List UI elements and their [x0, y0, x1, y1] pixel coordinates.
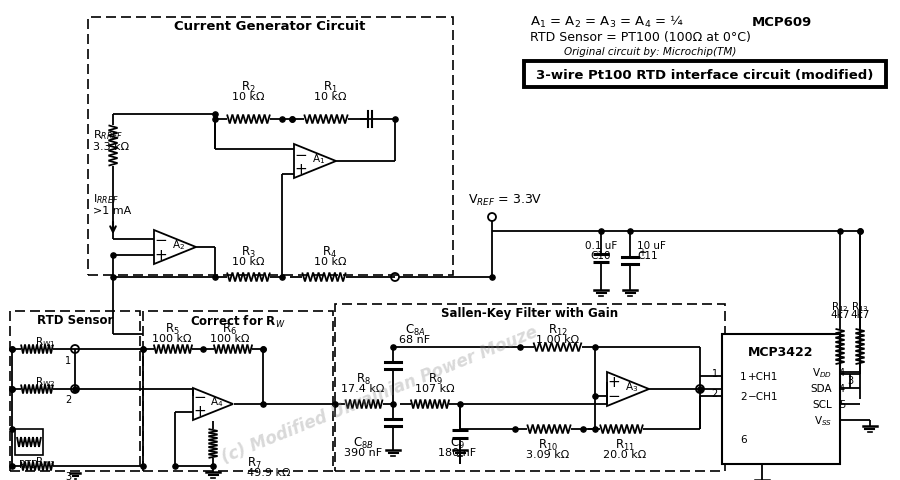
- Text: 17.4 kΩ: 17.4 kΩ: [341, 383, 384, 393]
- Text: +: +: [638, 248, 646, 257]
- Text: 180 nF: 180 nF: [438, 447, 476, 457]
- Text: 4: 4: [839, 383, 845, 393]
- Bar: [143, 312, 333, 471]
- Bar: [88, 18, 453, 276]
- Text: R$_{W2}$: R$_{W2}$: [35, 374, 55, 388]
- Text: RTD: RTD: [19, 459, 39, 469]
- Text: C$_9$: C$_9$: [449, 435, 464, 450]
- Text: A$_1$ = A$_2$ = A$_3$ = A$_4$ = ¼: A$_1$ = A$_2$ = A$_3$ = A$_4$ = ¼: [530, 14, 685, 30]
- Text: 3: 3: [65, 471, 71, 480]
- Text: +: +: [294, 161, 308, 176]
- Text: SDA: SDA: [810, 383, 832, 393]
- Text: −: −: [294, 147, 308, 162]
- Text: 1.00 kΩ: 1.00 kΩ: [536, 334, 580, 344]
- Text: 6: 6: [740, 434, 747, 444]
- Text: 68 nF: 68 nF: [400, 334, 430, 344]
- Text: R$_{10}$: R$_{10}$: [538, 437, 558, 452]
- Text: 10 kΩ: 10 kΩ: [232, 92, 265, 102]
- Text: R$_2$: R$_2$: [240, 80, 256, 95]
- Text: SCL: SCL: [812, 399, 832, 409]
- Text: C10: C10: [590, 251, 611, 261]
- Text: R$_3$: R$_3$: [240, 244, 256, 260]
- Text: V$_{DD}$: V$_{DD}$: [812, 365, 832, 379]
- Text: Correct for R$_W$: Correct for R$_W$: [190, 313, 286, 329]
- Text: R$_{W1}$: R$_{W1}$: [35, 334, 56, 348]
- Text: 20.0 kΩ: 20.0 kΩ: [603, 449, 646, 459]
- Text: 100 kΩ: 100 kΩ: [152, 333, 192, 343]
- Text: C$_{8A}$: C$_{8A}$: [405, 323, 426, 337]
- Text: A$_3$: A$_3$: [626, 379, 639, 393]
- Text: 2: 2: [712, 388, 718, 398]
- Text: R$_7$: R$_7$: [247, 455, 262, 470]
- Text: 3: 3: [847, 375, 853, 385]
- Text: Sallen-Key Filter with Gain: Sallen-Key Filter with Gain: [441, 306, 618, 319]
- Text: R$_9$: R$_9$: [428, 371, 443, 386]
- Text: RTD Sensor = PT100 (100Ω at 0°C): RTD Sensor = PT100 (100Ω at 0°C): [530, 31, 751, 45]
- Text: Original circuit by: Microchip(TM): Original circuit by: Microchip(TM): [563, 47, 736, 57]
- Text: −: −: [194, 390, 206, 405]
- Text: 0.1 uF: 0.1 uF: [585, 240, 617, 251]
- Text: R$_{12}$: R$_{12}$: [548, 323, 568, 337]
- Text: Current Generator Circuit: Current Generator Circuit: [175, 20, 365, 33]
- Text: R$_{11}$: R$_{11}$: [615, 437, 635, 452]
- Text: R$_5$: R$_5$: [165, 321, 179, 336]
- Text: 3-wire Pt100 RTD interface circuit (modified): 3-wire Pt100 RTD interface circuit (modi…: [536, 68, 874, 81]
- Text: C$_{8B}$: C$_{8B}$: [353, 435, 374, 450]
- Text: RTD Sensor: RTD Sensor: [37, 313, 113, 326]
- Text: 2: 2: [65, 394, 71, 404]
- Text: +: +: [608, 375, 620, 390]
- Text: 4k7: 4k7: [831, 309, 850, 319]
- Text: 4: 4: [839, 367, 845, 377]
- Text: 1: 1: [712, 368, 718, 378]
- Text: A$_1$: A$_1$: [312, 152, 326, 166]
- Text: >1 mA: >1 mA: [93, 205, 131, 216]
- Text: MCP609: MCP609: [752, 15, 812, 28]
- Bar: [722, 334, 840, 464]
- Text: 4k7: 4k7: [850, 309, 869, 319]
- Text: R$_8$: R$_8$: [356, 371, 371, 386]
- Text: 49.9 kΩ: 49.9 kΩ: [247, 467, 291, 477]
- Text: 100 kΩ: 100 kΩ: [211, 333, 250, 343]
- Text: 1: 1: [65, 355, 71, 365]
- Text: 2: 2: [740, 391, 747, 401]
- Text: 10 uF: 10 uF: [637, 240, 666, 251]
- Text: 3.09 kΩ: 3.09 kΩ: [526, 449, 570, 459]
- Text: R$_{RREF}$: R$_{RREF}$: [93, 128, 123, 142]
- Text: +: +: [155, 247, 167, 262]
- Text: 10 kΩ: 10 kΩ: [314, 92, 346, 102]
- Bar: [335, 304, 725, 471]
- Text: V$_{SS}$: V$_{SS}$: [814, 413, 832, 427]
- Text: C11: C11: [637, 251, 658, 261]
- Text: R$_1$: R$_1$: [322, 80, 338, 95]
- Text: 10 kΩ: 10 kΩ: [314, 256, 346, 266]
- Bar: [524, 62, 886, 88]
- Text: 3.3 kΩ: 3.3 kΩ: [93, 142, 129, 152]
- Text: MCP3422: MCP3422: [748, 346, 814, 359]
- Text: R$_{13}$: R$_{13}$: [851, 300, 869, 313]
- Text: V$_{REF}$ = 3.3V: V$_{REF}$ = 3.3V: [468, 192, 542, 207]
- Text: I$_{RREF}$: I$_{RREF}$: [93, 192, 119, 205]
- Text: R$_6$: R$_6$: [222, 321, 238, 336]
- Text: 10 kΩ: 10 kΩ: [232, 256, 265, 266]
- Text: 5: 5: [839, 399, 845, 409]
- Text: 390 nF: 390 nF: [344, 447, 382, 457]
- Text: +: +: [194, 404, 206, 419]
- Text: +CH1: +CH1: [748, 371, 778, 381]
- Text: −: −: [155, 233, 167, 248]
- Text: A$_4$: A$_4$: [211, 394, 224, 408]
- Bar: [15, 429, 43, 455]
- Text: (c) Modified Ukrainian Power Mouze: (c) Modified Ukrainian Power Mouze: [220, 323, 541, 466]
- Text: R$_{12}$: R$_{12}$: [831, 300, 849, 313]
- Text: R$_4$: R$_4$: [322, 244, 338, 260]
- Text: −: −: [608, 389, 620, 404]
- Text: 1: 1: [740, 371, 747, 381]
- Text: 107 kΩ: 107 kΩ: [415, 383, 454, 393]
- Text: −CH1: −CH1: [748, 391, 778, 401]
- Bar: [10, 312, 140, 471]
- Text: R$_{W3}$: R$_{W3}$: [35, 454, 56, 468]
- Text: A$_2$: A$_2$: [173, 238, 185, 252]
